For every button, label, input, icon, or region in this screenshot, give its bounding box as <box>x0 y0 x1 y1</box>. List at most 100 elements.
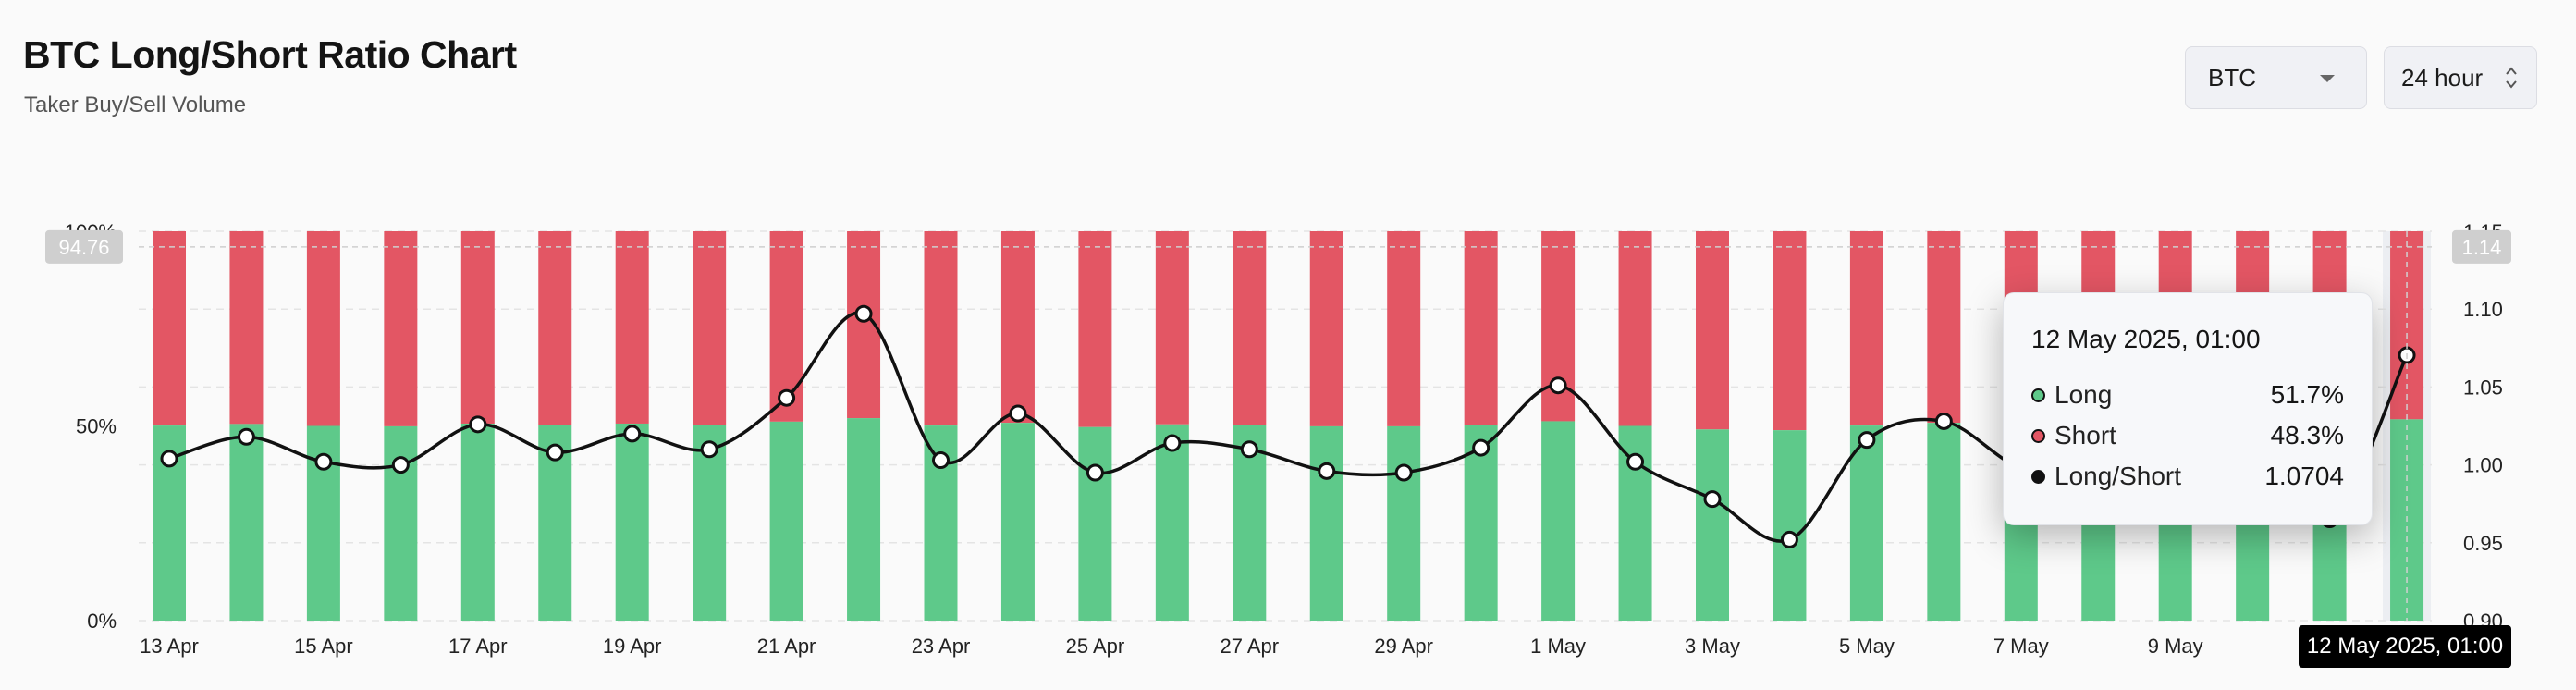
tooltip-value: 1.0704 <box>2264 462 2344 490</box>
left-axis-tick: 50% <box>76 415 117 438</box>
x-axis-tick: 15 Apr <box>294 635 353 658</box>
tooltip-label: Long/Short <box>2055 462 2181 490</box>
page-title: BTC Long/Short Ratio Chart <box>23 33 517 76</box>
period-select[interactable]: 24 hour <box>2384 46 2537 109</box>
bar-long <box>1927 423 1961 621</box>
crosshair-right-value: 1.14 <box>2462 236 2502 259</box>
right-axis-tick: 0.95 <box>2463 532 2503 555</box>
bar-short <box>1387 231 1421 426</box>
bar-short <box>693 231 727 425</box>
right-axis-tick: 1.00 <box>2463 454 2503 477</box>
bar-long <box>460 423 495 621</box>
bar-long <box>1849 425 1883 621</box>
x-axis-tick: 23 Apr <box>912 635 971 658</box>
ratio-point <box>1626 452 1645 471</box>
ratio-point <box>1780 530 1798 548</box>
tooltip-row-ratio: Long/Short 1.0704 <box>2031 456 2344 497</box>
ratio-point <box>314 452 333 471</box>
ratio-point <box>1009 404 1027 423</box>
crosshair-x-label: 12 May 2025, 01:00 <box>2299 625 2511 668</box>
page-subtitle: Taker Buy/Sell Volume <box>24 92 247 117</box>
ratio-point <box>1934 412 1953 430</box>
crosshair-left-badge: 94.76 <box>45 229 123 264</box>
ratio-point <box>932 451 950 470</box>
x-axis-tick: 7 May <box>1993 635 2049 658</box>
tooltip-value: 48.3% <box>2270 421 2344 450</box>
ratio-point <box>1086 463 1104 482</box>
updown-chevron-icon <box>2506 67 2517 89</box>
x-axis-tick: 25 Apr <box>1066 635 1125 658</box>
left-axis-tick: 0% <box>87 610 117 633</box>
bar-short <box>1696 231 1729 430</box>
bar-short <box>1233 231 1267 425</box>
ratio-point <box>623 425 642 443</box>
crosshair-right-badge: 1.14 <box>2452 229 2511 264</box>
ratio-point <box>469 415 487 434</box>
bar-long <box>1000 423 1035 621</box>
bar-short <box>1464 231 1498 425</box>
bar-short <box>153 231 186 426</box>
ratio-point <box>1318 462 1336 480</box>
bar-long <box>1464 425 1498 621</box>
x-axis-tick: 27 Apr <box>1220 635 1279 658</box>
ratio-point <box>1549 376 1567 395</box>
tooltip-value: 51.7% <box>2270 380 2344 409</box>
x-axis-tick: 1 May <box>1530 635 1586 658</box>
bar-short <box>1927 231 1961 424</box>
asset-select[interactable]: BTC <box>2185 46 2367 109</box>
bar-short <box>1849 231 1883 426</box>
crosshair-left-value: 94.76 <box>58 236 109 259</box>
ratio-point <box>546 443 564 462</box>
bar-long <box>229 424 264 621</box>
ratio-point <box>854 304 873 323</box>
bar-short <box>1078 231 1112 427</box>
tooltip-row-short: Short 48.3% <box>2031 415 2344 456</box>
ratio-point <box>1240 440 1258 459</box>
ratio-dot-icon <box>2031 469 2045 484</box>
tooltip-label: Short <box>2055 421 2116 450</box>
ratio-point <box>1472 438 1490 457</box>
crosshair-left-badge-bg <box>45 229 123 264</box>
right-axis-tick: 1.10 <box>2463 298 2503 321</box>
bar-long <box>615 423 649 621</box>
chevron-down-icon <box>2320 75 2335 82</box>
chart-tooltip: 12 May 2025, 01:00 Long 51.7% Short 48.3… <box>2003 292 2373 525</box>
crosshair-right-badge-bg <box>2452 229 2511 264</box>
bar-short <box>384 231 418 426</box>
bar-long <box>384 425 418 621</box>
right-axis-tick: 1.05 <box>2463 376 2503 399</box>
tooltip-row-long: Long 51.7% <box>2031 375 2344 415</box>
x-axis-tick: 17 Apr <box>448 635 508 658</box>
ratio-point <box>160 450 178 468</box>
bar-long <box>1078 426 1112 621</box>
bar-long <box>1309 425 1343 621</box>
short-dot-icon <box>2031 428 2045 443</box>
x-axis-tick: 3 May <box>1685 635 1740 658</box>
bar-short <box>1309 231 1343 426</box>
bar-short <box>1773 231 1807 431</box>
ratio-point <box>778 388 796 407</box>
bar-short <box>615 231 649 424</box>
long-dot-icon <box>2031 388 2045 402</box>
bar-long <box>1696 429 1729 621</box>
ratio-point <box>1163 434 1182 452</box>
ratio-point <box>1858 431 1876 450</box>
bar-short <box>306 231 340 426</box>
tooltip-title: 12 May 2025, 01:00 <box>2031 325 2261 353</box>
bar-short <box>1155 231 1189 425</box>
x-axis-tick: 13 Apr <box>140 635 199 658</box>
bar-short <box>1000 231 1035 424</box>
bar-short <box>1618 231 1652 426</box>
bar-long <box>1541 421 1576 621</box>
bar-short <box>538 231 572 425</box>
ratio-point <box>1394 463 1413 482</box>
tooltip-label: Long <box>2055 380 2113 409</box>
x-axis-tick: 5 May <box>1839 635 1895 658</box>
x-axis-tick: 9 May <box>2148 635 2203 658</box>
period-select-value: 24 hour <box>2401 63 2484 92</box>
ratio-point <box>237 427 255 446</box>
ratio-point <box>1703 490 1722 509</box>
bar-long <box>1387 425 1421 621</box>
bar-long <box>1155 424 1189 621</box>
asset-select-value: BTC <box>2208 63 2256 92</box>
